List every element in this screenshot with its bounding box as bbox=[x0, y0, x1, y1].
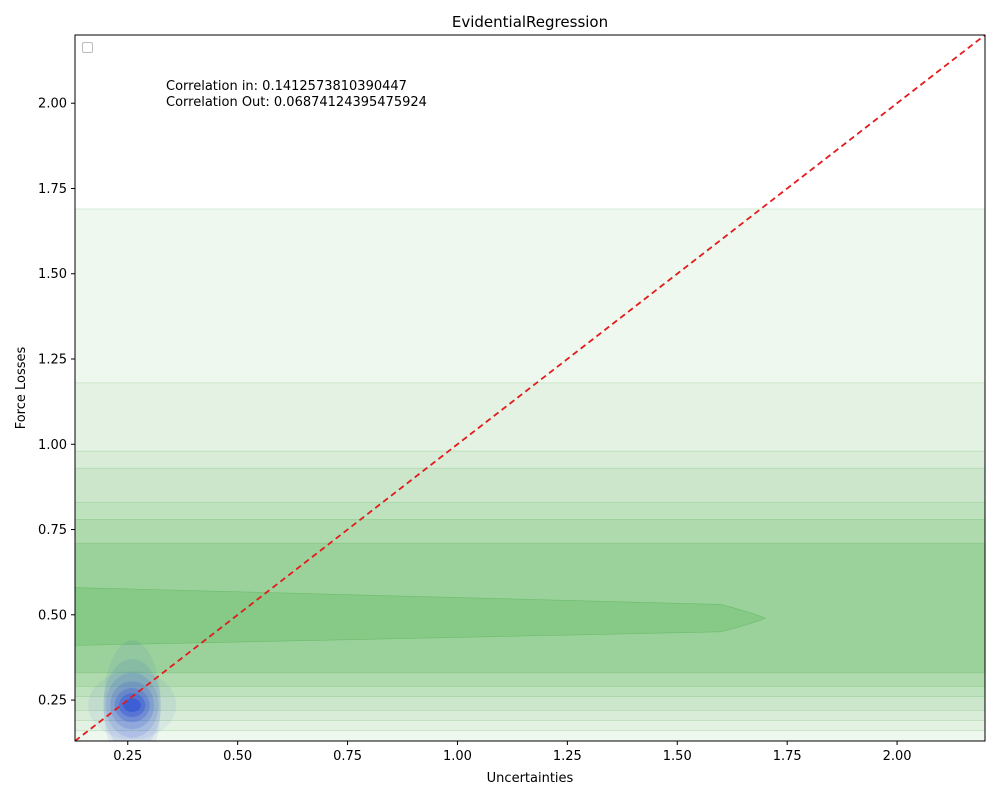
green-density-band-5 bbox=[75, 519, 985, 687]
plot-area bbox=[75, 35, 985, 741]
x-tick-label: 0.50 bbox=[223, 749, 252, 764]
x-tick-label: 0.75 bbox=[333, 749, 362, 764]
green-density-peak bbox=[75, 587, 766, 646]
blue-density-level-6 bbox=[118, 693, 146, 718]
y-axis: 0.25 0.50 0.75 1.00 1.25 1.50 1.75 2.00 bbox=[38, 97, 75, 709]
green-density-band-1 bbox=[75, 382, 985, 732]
green-density-band-0 bbox=[75, 208, 985, 741]
x-axis: 0.25 0.50 0.75 1.00 1.25 1.50 1.75 2.00 bbox=[113, 741, 912, 764]
annotation-correlation-in: Correlation in: 0.1412573810390447 bbox=[166, 79, 407, 94]
chart-title: EvidentialRegression bbox=[452, 13, 608, 31]
y-tick-label: 0.75 bbox=[38, 523, 67, 538]
green-density-band-4 bbox=[75, 501, 985, 697]
green-density-band-3 bbox=[75, 467, 985, 711]
x-tick-label: 1.50 bbox=[663, 749, 692, 764]
blue-density-level-5 bbox=[114, 688, 150, 723]
blue-density-level-2 bbox=[103, 659, 161, 741]
x-tick-label: 1.25 bbox=[553, 749, 582, 764]
legend-box bbox=[82, 42, 93, 53]
y-tick-label: 1.00 bbox=[38, 438, 67, 453]
y-axis-label: Force Losses bbox=[14, 346, 29, 429]
annotation-correlation-out: Correlation Out: 0.06874124395475924 bbox=[166, 95, 427, 110]
x-axis-label: Uncertainties bbox=[487, 771, 574, 786]
blue-density-level-1 bbox=[103, 640, 161, 741]
reference-diagonal-line bbox=[75, 35, 985, 741]
axes-frame bbox=[74, 34, 986, 742]
blue-density-level-3 bbox=[105, 672, 159, 738]
y-tick-label: 1.75 bbox=[38, 182, 67, 197]
blue-density-level-7 bbox=[123, 698, 141, 713]
blue-density-level-0 bbox=[88, 671, 177, 740]
y-tick-label: 2.00 bbox=[38, 97, 67, 112]
y-tick-label: 1.25 bbox=[38, 353, 67, 368]
x-tick-label: 2.00 bbox=[883, 749, 912, 764]
x-tick-label: 1.00 bbox=[443, 749, 472, 764]
blue-density-level-4 bbox=[110, 681, 155, 730]
y-tick-label: 1.50 bbox=[38, 267, 67, 282]
y-tick-label: 0.50 bbox=[38, 608, 67, 623]
x-tick-label: 1.75 bbox=[773, 749, 802, 764]
green-density-band-2 bbox=[75, 450, 985, 721]
green-density-band-6 bbox=[75, 542, 985, 674]
y-tick-label: 0.25 bbox=[38, 694, 67, 709]
x-tick-label: 0.25 bbox=[113, 749, 142, 764]
